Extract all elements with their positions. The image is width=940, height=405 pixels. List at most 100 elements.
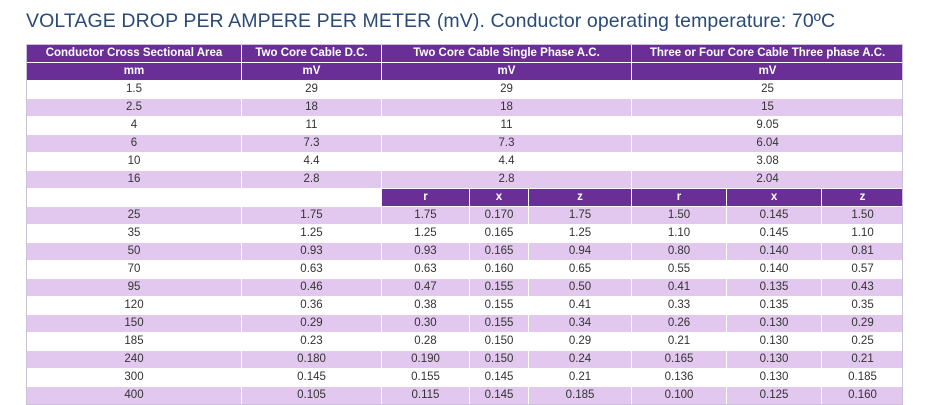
header-two-core-single-phase-ac: Two Core Cable Single Phase A.C.: [380, 44, 633, 63]
cell-three-r: 0.21: [631, 332, 728, 351]
cell-three-r: 0.100: [631, 386, 728, 405]
cell-single-z: 0.41: [527, 296, 633, 315]
cell-single-z: 0.50: [527, 278, 633, 297]
cell-area: 150: [26, 314, 242, 333]
sub-header-blank: [26, 188, 382, 207]
cell-single-phase: 4.4: [380, 152, 633, 171]
cell-single-x: 0.155: [469, 296, 529, 315]
cell-dc: 0.36: [241, 296, 382, 315]
cell-single-x: 0.155: [469, 314, 529, 333]
cell-dc: 0.93: [241, 242, 382, 261]
header-row-units: mm mV mV mV: [26, 62, 905, 81]
cell-three-z: 0.160: [821, 386, 905, 405]
cell-single-phase: 18: [380, 98, 633, 117]
cell-single-z: 0.185: [527, 386, 633, 405]
cell-single-phase: 2.8: [380, 170, 633, 189]
table-row: 10 4.4 4.4 3.08: [26, 152, 905, 171]
cell-three-r: 1.50: [631, 206, 728, 225]
cell-dc: 11: [241, 116, 382, 135]
cell-single-r: 0.63: [381, 260, 470, 279]
cell-single-x: 0.165: [469, 242, 529, 261]
cell-single-z: 0.65: [527, 260, 633, 279]
cell-three-x: 0.125: [726, 386, 823, 405]
cell-three-r: 0.136: [631, 368, 728, 387]
cell-three-z: 0.29: [821, 314, 905, 333]
cell-single-x: 0.145: [469, 386, 529, 405]
cell-single-r: 1.25: [381, 224, 470, 243]
cell-single-z: 0.21: [527, 368, 633, 387]
cell-dc: 0.145: [241, 368, 382, 387]
cell-three-z: 0.185: [821, 368, 905, 387]
table-row: 240 0.180 0.190 0.150 0.24 0.165 0.130 0.21: [26, 350, 905, 369]
cell-area: 185: [26, 332, 242, 351]
cell-three-z: 0.25: [821, 332, 905, 351]
cell-area: 300: [26, 368, 242, 387]
table-row: 95 0.46 0.47 0.155 0.50 0.41 0.135 0.43: [26, 278, 905, 297]
cell-area: 6: [26, 134, 242, 153]
header-unit-mv-dc: mV: [241, 62, 382, 81]
cell-area: 16: [26, 170, 242, 189]
cell-single-x: 0.155: [469, 278, 529, 297]
cell-three-r: 0.80: [631, 242, 728, 261]
cell-single-r: 0.30: [381, 314, 470, 333]
cell-area: 70: [26, 260, 242, 279]
cell-single-r: 0.28: [381, 332, 470, 351]
cell-dc: 7.3: [241, 134, 382, 153]
table-row: 150 0.29 0.30 0.155 0.34 0.26 0.130 0.29: [26, 314, 905, 333]
cell-area: 10: [26, 152, 242, 171]
cell-dc: 0.105: [241, 386, 382, 405]
cell-area: 35: [26, 224, 242, 243]
header-two-core-dc: Two Core Cable D.C.: [241, 44, 382, 63]
cell-dc: 0.63: [241, 260, 382, 279]
cell-area: 25: [26, 206, 242, 225]
cell-three-r: 1.10: [631, 224, 728, 243]
cell-single-x: 0.145: [469, 368, 529, 387]
table-row: 120 0.36 0.38 0.155 0.41 0.33 0.135 0.35: [26, 296, 905, 315]
header-unit-mv-single-phase: mV: [380, 62, 633, 81]
cell-three-phase: 9.05: [631, 116, 905, 135]
cell-single-z: 1.75: [527, 206, 633, 225]
cell-single-x: 0.150: [469, 332, 529, 351]
table-row: 2.5 18 18 15: [26, 98, 905, 117]
cell-three-x: 0.130: [726, 368, 823, 387]
cell-three-z: 0.57: [821, 260, 905, 279]
cell-three-x: 0.130: [726, 332, 823, 351]
cell-three-r: 0.26: [631, 314, 728, 333]
cell-single-z: 1.25: [527, 224, 633, 243]
cell-three-phase: 3.08: [631, 152, 905, 171]
cell-three-x: 0.145: [726, 206, 823, 225]
cell-dc: 29: [241, 80, 382, 99]
cell-three-x: 0.140: [726, 242, 823, 261]
cell-three-phase: 6.04: [631, 134, 905, 153]
cell-dc: 4.4: [241, 152, 382, 171]
cell-single-z: 0.24: [527, 350, 633, 369]
table-row: 16 2.8 2.8 2.04: [26, 170, 905, 189]
table-row: 4 11 11 9.05: [26, 116, 905, 135]
sub-header-r-single: r: [381, 188, 470, 207]
header-unit-mv-three-phase: mV: [631, 62, 905, 81]
cell-dc: 2.8: [241, 170, 382, 189]
cell-single-r: 0.38: [381, 296, 470, 315]
sub-header-z-single: z: [527, 188, 633, 207]
cell-three-phase: 15: [631, 98, 905, 117]
cell-single-r: 1.75: [381, 206, 470, 225]
cell-single-z: 0.94: [527, 242, 633, 261]
cell-three-z: 1.10: [821, 224, 905, 243]
cell-three-z: 1.50: [821, 206, 905, 225]
cell-single-phase: 7.3: [380, 134, 633, 153]
cell-three-z: 0.43: [821, 278, 905, 297]
voltage-drop-table-container: Conductor Cross Sectional Area Two Core …: [26, 44, 905, 405]
cell-dc: 0.180: [241, 350, 382, 369]
cell-single-r: 0.47: [381, 278, 470, 297]
cell-three-r: 0.41: [631, 278, 728, 297]
sub-header-x-single: x: [469, 188, 529, 207]
cell-dc: 0.23: [241, 332, 382, 351]
cell-single-x: 0.170: [469, 206, 529, 225]
table-row: 35 1.25 1.25 0.165 1.25 1.10 0.145 1.10: [26, 224, 905, 243]
cell-area: 1.5: [26, 80, 242, 99]
cell-single-r: 0.93: [381, 242, 470, 261]
cell-three-x: 0.130: [726, 314, 823, 333]
sub-header-z-three: z: [821, 188, 905, 207]
page-title: VOLTAGE DROP PER AMPERE PER METER (mV). …: [26, 10, 836, 32]
table-row: 50 0.93 0.93 0.165 0.94 0.80 0.140 0.81: [26, 242, 905, 261]
